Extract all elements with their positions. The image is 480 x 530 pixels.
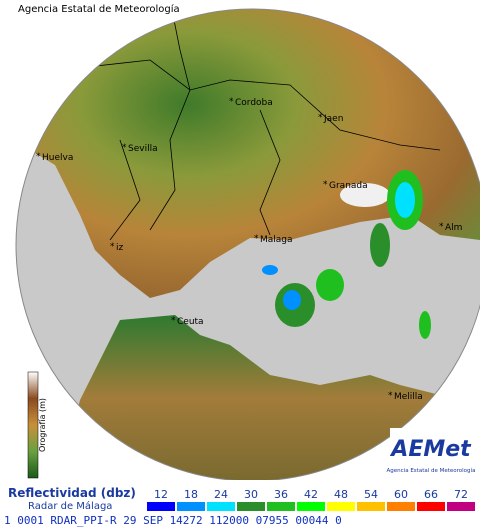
orography-scale [27, 371, 39, 479]
legend-swatch [147, 502, 175, 511]
legend-value: 66 [424, 488, 438, 501]
radar-disc [16, 9, 480, 480]
city-label: Huelva [42, 153, 73, 163]
city-label: Granada [329, 181, 368, 191]
city-marker: * [229, 97, 234, 107]
city-marker: * [110, 242, 115, 252]
city-labels: * Cordoba* Jaen* Huelva* Sevilla* Granada* Mal… [36, 97, 462, 402]
reflectivity-legend: Reflectividad (dbz) Radar de Málaga 12 18… [0, 480, 480, 512]
legend-title: Reflectividad (dbz) [8, 486, 136, 500]
city-label: Alm [445, 223, 462, 233]
legend-swatch [237, 502, 265, 511]
legend-value: 72 [454, 488, 468, 501]
legend-value: 18 [184, 488, 198, 501]
city-label: Melilla [394, 392, 423, 402]
legend-value: 30 [244, 488, 258, 501]
logo-box [390, 428, 472, 478]
city-marker: * [171, 316, 176, 326]
legend-value: 24 [214, 488, 228, 501]
city-marker: * [388, 391, 393, 401]
legend-swatch [447, 502, 475, 511]
status-bar: 1 0001 RDAR_PPI-R 29 SEP 14272 112000 07… [0, 512, 480, 530]
header-title: Agencia Estatal de Meteorología [18, 3, 180, 15]
legend-value: 60 [394, 488, 408, 501]
legend-subtitle: Radar de Málaga [28, 500, 112, 512]
legend-swatch [207, 502, 235, 511]
city-marker: * [323, 180, 328, 190]
city-label: Cordoba [235, 98, 273, 108]
legend-value: 54 [364, 488, 378, 501]
legend-swatch [417, 502, 445, 511]
radar-map: >2500250020001500120010008006004002000 A… [15, 3, 480, 480]
borders [59, 9, 441, 241]
legend-swatch [177, 502, 205, 511]
city-label: Sevilla [128, 144, 158, 154]
city-marker: * [318, 113, 323, 123]
city-label: Jaen [323, 114, 343, 124]
legend-swatch [297, 502, 325, 511]
orography-title: Orografía (m) [38, 398, 47, 452]
legend-swatch [267, 502, 295, 511]
legend-value: 42 [304, 488, 318, 501]
legend-value: 36 [274, 488, 288, 501]
legend-swatch [357, 502, 385, 511]
legend-swatch [387, 502, 415, 511]
africa [60, 315, 480, 480]
city-label: Ceuta [177, 317, 204, 327]
iberia [30, 9, 480, 298]
legend-value: 48 [334, 488, 348, 501]
snow-peaks [340, 183, 390, 207]
rain-echoes [262, 170, 431, 339]
logo-caption: Agencia Estatal de Meteorología [387, 467, 476, 474]
city-marker: * [254, 234, 259, 244]
city-marker: * [439, 222, 444, 232]
city-marker: * [36, 152, 41, 162]
logo-name: AEMet [389, 437, 472, 462]
legend-value: 12 [154, 488, 168, 501]
city-label: Malaga [260, 235, 293, 245]
city-label: iz [116, 243, 124, 253]
legend-swatch [327, 502, 355, 511]
radar-range [15, 8, 480, 480]
city-marker: * [122, 143, 127, 153]
